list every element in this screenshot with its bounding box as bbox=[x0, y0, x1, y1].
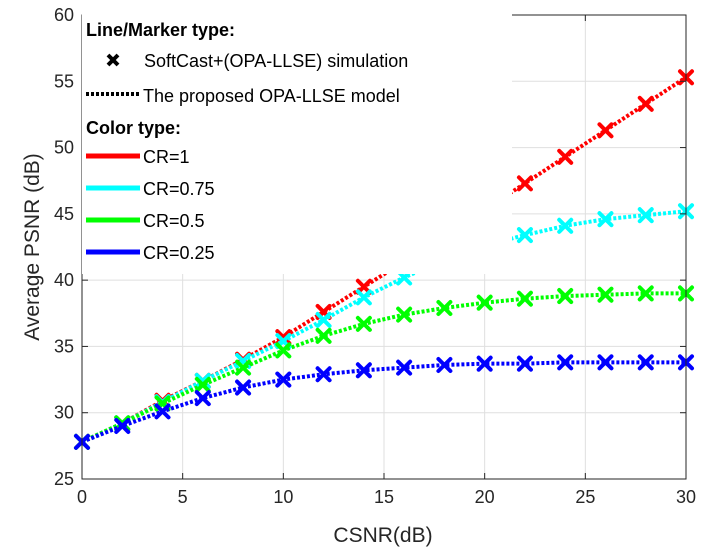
legend-color-heading: Color type: bbox=[86, 118, 181, 138]
data-point-marker bbox=[436, 356, 453, 373]
data-point-marker bbox=[597, 286, 614, 303]
legend-color-label: CR=0.75 bbox=[143, 179, 215, 199]
series-line bbox=[81, 209, 687, 444]
x-tick-label: 0 bbox=[77, 487, 87, 507]
data-point-marker bbox=[476, 294, 493, 311]
data-point-marker bbox=[597, 354, 614, 371]
y-tick-label: 60 bbox=[54, 5, 74, 25]
x-tick-label: 10 bbox=[273, 487, 293, 507]
x-tick-label: 15 bbox=[374, 487, 394, 507]
data-point-marker bbox=[355, 289, 372, 306]
y-tick-label: 30 bbox=[54, 403, 74, 423]
data-point-marker bbox=[154, 403, 171, 420]
y-tick-label: 50 bbox=[54, 138, 74, 158]
data-point-marker bbox=[436, 299, 453, 316]
data-point-marker bbox=[194, 376, 211, 393]
data-point-marker bbox=[476, 355, 493, 372]
data-point-marker bbox=[516, 175, 533, 192]
data-point-marker bbox=[114, 417, 131, 434]
data-point-marker bbox=[597, 122, 614, 139]
data-point-marker bbox=[355, 315, 372, 332]
data-point-marker bbox=[637, 285, 654, 302]
data-series bbox=[74, 69, 694, 450]
legend-simulation-label: SoftCast+(OPA-LLSE) simulation bbox=[144, 51, 408, 71]
data-point-marker bbox=[275, 371, 292, 388]
data-point-marker bbox=[315, 311, 332, 328]
data-point-marker bbox=[516, 290, 533, 307]
data-point-marker bbox=[637, 95, 654, 112]
legend-color-label: CR=0.5 bbox=[143, 211, 205, 231]
data-point-marker bbox=[396, 306, 413, 323]
legend-line-marker-heading: Line/Marker type: bbox=[86, 20, 235, 40]
data-point-marker bbox=[637, 354, 654, 371]
y-axis-label: Average PSNR (dB) bbox=[21, 153, 44, 341]
legend: Line/Marker type: SoftCast+(OPA-LLSE) si… bbox=[82, 12, 512, 274]
data-point-marker bbox=[396, 359, 413, 376]
data-point-marker bbox=[275, 342, 292, 359]
y-tick-label: 40 bbox=[54, 270, 74, 290]
legend-color-label: CR=0.25 bbox=[143, 243, 215, 263]
data-point-marker bbox=[315, 327, 332, 344]
y-tick-label: 35 bbox=[54, 336, 74, 356]
x-tick-label: 25 bbox=[575, 487, 595, 507]
series-line bbox=[81, 360, 686, 444]
data-point-marker bbox=[315, 366, 332, 383]
legend-color-entries: CR=1 CR=0.75 CR=0.5 CR=0.25 bbox=[86, 147, 215, 263]
data-point-marker bbox=[557, 288, 574, 305]
y-tick-label: 25 bbox=[54, 469, 74, 489]
series-CR=0.25 bbox=[74, 354, 694, 450]
series-line bbox=[81, 291, 686, 444]
data-point-marker bbox=[516, 227, 533, 244]
legend-simulation-marker-icon bbox=[106, 53, 120, 67]
data-point-marker bbox=[637, 207, 654, 224]
data-point-marker bbox=[235, 359, 252, 376]
data-point-marker bbox=[355, 362, 372, 379]
legend-color-label: CR=1 bbox=[143, 147, 190, 167]
data-point-marker bbox=[516, 355, 533, 372]
legend-box bbox=[82, 12, 512, 274]
x-tick-label: 5 bbox=[178, 487, 188, 507]
legend-model-label: The proposed OPA-LLSE model bbox=[143, 86, 400, 106]
x-tick-label: 30 bbox=[676, 487, 696, 507]
y-tick-label: 45 bbox=[54, 204, 74, 224]
data-point-marker bbox=[597, 211, 614, 228]
data-point-marker bbox=[557, 148, 574, 165]
data-point-marker bbox=[194, 390, 211, 407]
y-tick-label: 55 bbox=[54, 71, 74, 91]
x-tick-label: 20 bbox=[475, 487, 495, 507]
data-point-marker bbox=[557, 217, 574, 234]
data-point-marker bbox=[235, 379, 252, 396]
data-point-marker bbox=[557, 354, 574, 371]
x-axis-label: CSNR(dB) bbox=[333, 524, 432, 547]
